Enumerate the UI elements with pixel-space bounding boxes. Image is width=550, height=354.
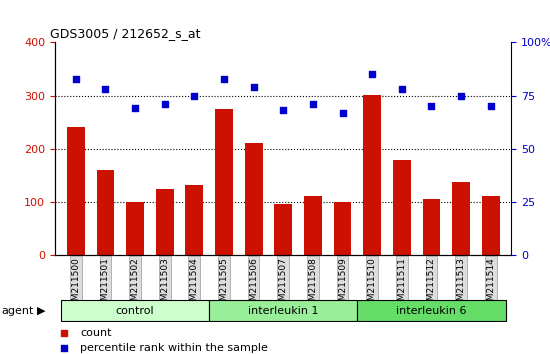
Text: GSM211511: GSM211511 bbox=[397, 257, 406, 312]
Bar bbox=[364, 95, 381, 255]
Point bbox=[309, 101, 317, 107]
Bar bbox=[156, 188, 174, 255]
Text: GSM211512: GSM211512 bbox=[427, 257, 436, 312]
Point bbox=[160, 101, 169, 107]
Bar bbox=[215, 109, 233, 255]
Text: agent: agent bbox=[1, 306, 34, 316]
Text: GSM211506: GSM211506 bbox=[249, 257, 258, 312]
Point bbox=[456, 93, 465, 98]
Bar bbox=[422, 199, 441, 255]
Text: GSM211501: GSM211501 bbox=[101, 257, 110, 312]
Text: GSM211513: GSM211513 bbox=[456, 257, 466, 312]
Point bbox=[486, 103, 495, 109]
Bar bbox=[96, 170, 114, 255]
Point bbox=[368, 72, 377, 77]
FancyBboxPatch shape bbox=[358, 300, 505, 321]
Bar bbox=[393, 160, 411, 255]
Text: GSM211508: GSM211508 bbox=[309, 257, 317, 312]
Point bbox=[131, 105, 140, 111]
Bar bbox=[274, 205, 292, 255]
Bar bbox=[452, 182, 470, 255]
Text: GSM211507: GSM211507 bbox=[279, 257, 288, 312]
Point bbox=[398, 86, 406, 92]
Text: interleukin 1: interleukin 1 bbox=[248, 306, 318, 316]
Text: count: count bbox=[80, 328, 112, 338]
Bar bbox=[334, 202, 351, 255]
Point bbox=[362, 145, 371, 150]
Text: control: control bbox=[116, 306, 155, 316]
Point bbox=[279, 108, 288, 113]
Point bbox=[219, 76, 228, 81]
Text: GSM211500: GSM211500 bbox=[72, 257, 80, 312]
Text: GSM211503: GSM211503 bbox=[160, 257, 169, 312]
Text: percentile rank within the sample: percentile rank within the sample bbox=[80, 343, 268, 353]
Text: GSM211505: GSM211505 bbox=[219, 257, 228, 312]
Text: GDS3005 / 212652_s_at: GDS3005 / 212652_s_at bbox=[51, 27, 201, 40]
FancyBboxPatch shape bbox=[61, 300, 209, 321]
Point bbox=[190, 93, 199, 98]
Text: GSM211510: GSM211510 bbox=[368, 257, 377, 312]
Point bbox=[338, 110, 347, 115]
Bar bbox=[245, 143, 262, 255]
Bar bbox=[304, 196, 322, 255]
Text: GSM211509: GSM211509 bbox=[338, 257, 347, 312]
FancyBboxPatch shape bbox=[209, 300, 358, 321]
Bar bbox=[482, 196, 499, 255]
Point bbox=[101, 86, 110, 92]
Text: ▶: ▶ bbox=[37, 306, 46, 316]
Bar bbox=[67, 127, 85, 255]
Text: GSM211504: GSM211504 bbox=[190, 257, 199, 312]
Bar bbox=[126, 202, 144, 255]
Text: interleukin 6: interleukin 6 bbox=[396, 306, 467, 316]
Text: GSM211514: GSM211514 bbox=[486, 257, 495, 312]
Bar bbox=[185, 185, 203, 255]
Point bbox=[72, 76, 80, 81]
Point bbox=[249, 84, 258, 90]
Point bbox=[427, 103, 436, 109]
Text: GSM211502: GSM211502 bbox=[130, 257, 140, 312]
Point bbox=[362, 281, 371, 287]
